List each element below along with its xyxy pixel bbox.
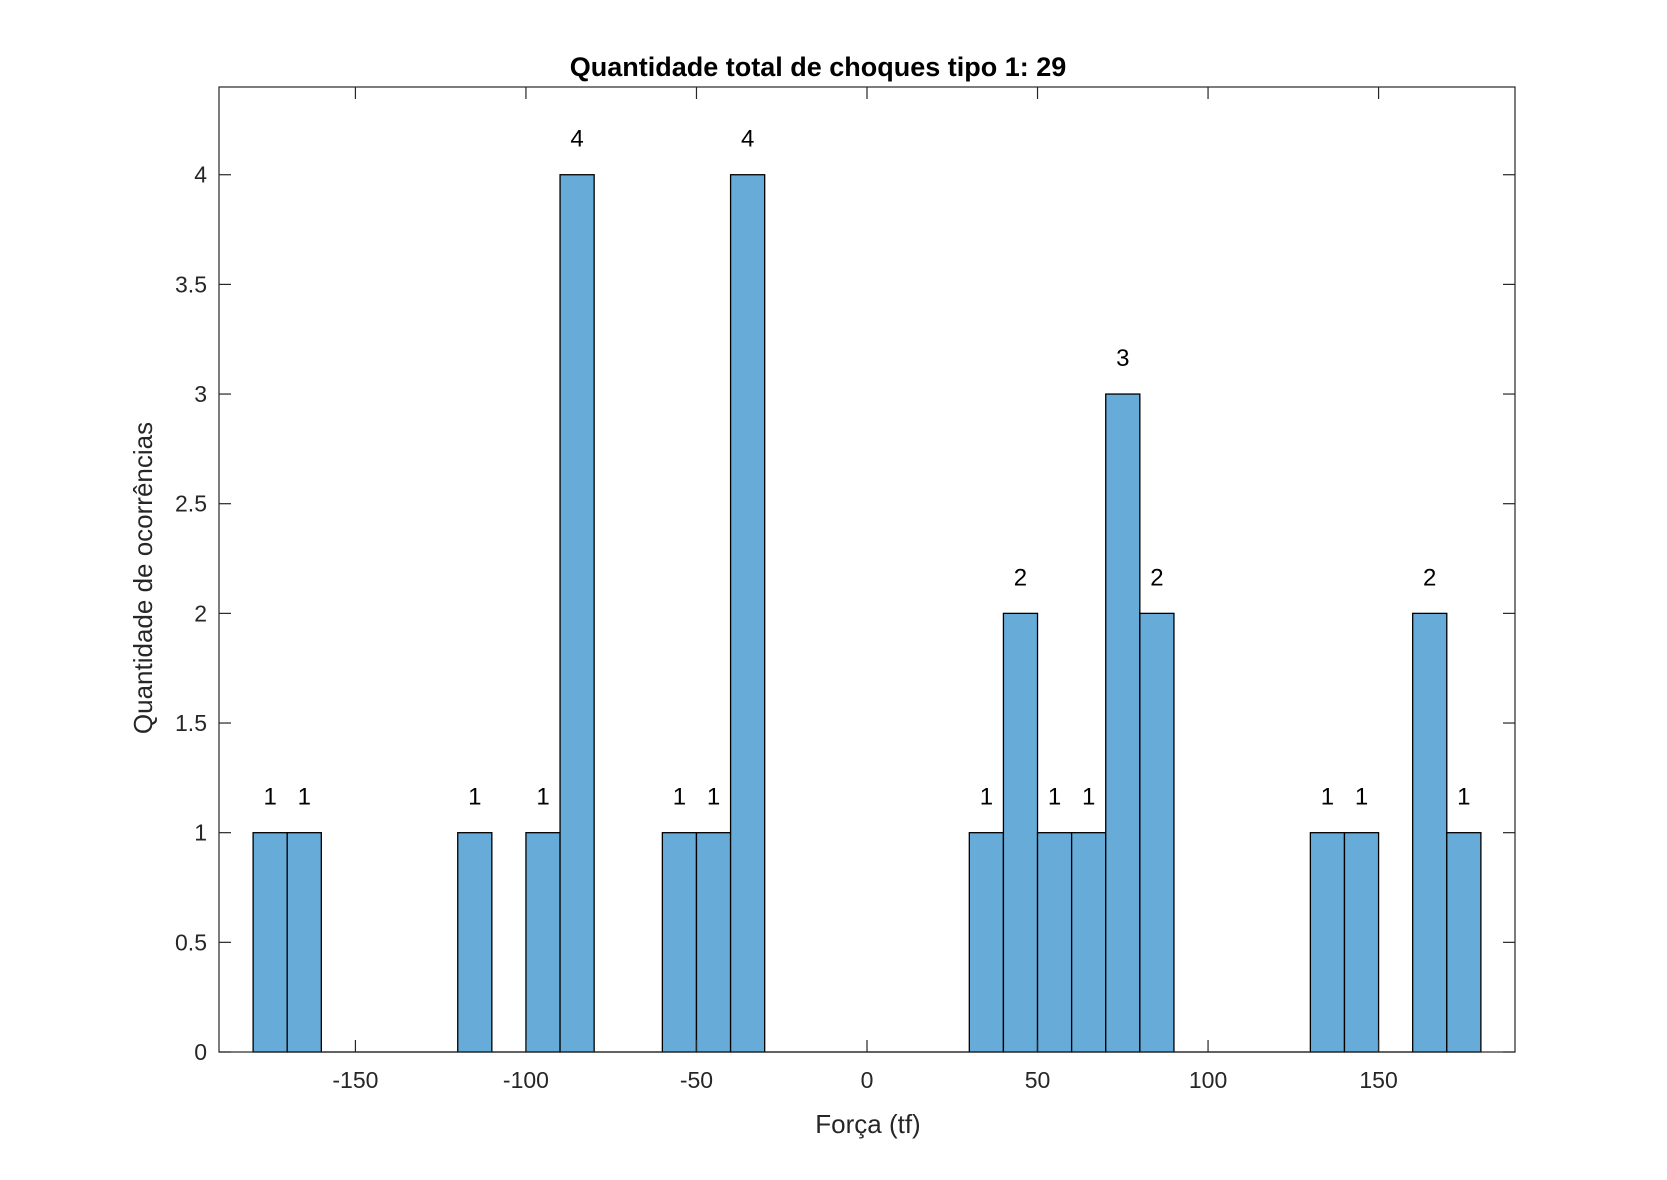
histogram-bar [1344,833,1378,1052]
histogram-bar [1310,833,1344,1052]
bar-count-label: 3 [1116,345,1129,372]
bar-count-label: 1 [536,784,549,811]
bar-count-label: 1 [707,784,720,811]
y-tick-label: 1.5 [175,710,207,736]
y-tick-label: 4 [194,162,207,188]
bar-count-label: 4 [570,126,583,153]
histogram-bar [1072,833,1106,1052]
histogram-bar [1106,394,1140,1052]
y-tick-label: 0 [194,1039,207,1065]
y-tick-label: 2 [194,600,207,626]
bar-count-label: 2 [1150,564,1163,591]
histogram-bar [287,833,321,1052]
x-tick-label: 100 [1189,1067,1227,1093]
bar-count-label: 1 [1082,784,1095,811]
histogram-bar [696,833,730,1052]
x-tick-label: 50 [1025,1067,1051,1093]
y-tick-label: 3 [194,381,207,407]
chart-title: Quantidade total de choques tipo 1: 29 [570,52,1067,82]
bar-count-label: 1 [673,784,686,811]
bar-count-label: 2 [1014,564,1027,591]
bar-count-label: 1 [980,784,993,811]
bar-count-label: 4 [741,126,754,153]
histogram-bar [253,833,287,1052]
bar-count-label: 1 [1457,784,1470,811]
y-tick-label: 0.5 [175,929,207,955]
y-tick-label: 3.5 [175,271,207,297]
histogram-bar [1140,613,1174,1052]
y-axis-label: Quantidade de ocorrências [128,422,158,734]
y-tick-label: 1 [194,820,207,846]
histogram-bar [1038,833,1072,1052]
y-tick-label: 2.5 [175,491,207,517]
x-tick-label: 150 [1359,1067,1397,1093]
histogram-bar [458,833,492,1052]
bar-count-label: 1 [1321,784,1334,811]
bar-count-label: 1 [1048,784,1061,811]
bar-count-label: 1 [263,784,276,811]
histogram-bar [1413,613,1447,1052]
bar-count-label: 2 [1423,564,1436,591]
bar-count-label: 1 [1355,784,1368,811]
histogram-bar [969,833,1003,1052]
histogram-bar [526,833,560,1052]
x-tick-label: -150 [332,1067,378,1093]
x-tick-label: 0 [861,1067,874,1093]
histogram-bar [731,175,765,1052]
bar-count-label: 1 [468,784,481,811]
histogram-bar [560,175,594,1052]
histogram-bar [662,833,696,1052]
bar-count-label: 1 [298,784,311,811]
x-tick-label: -50 [680,1067,713,1093]
histogram-bar [1003,613,1037,1052]
histogram-bar [1447,833,1481,1052]
x-tick-label: -100 [503,1067,549,1093]
x-axis-label: Força (tf) [815,1109,920,1139]
